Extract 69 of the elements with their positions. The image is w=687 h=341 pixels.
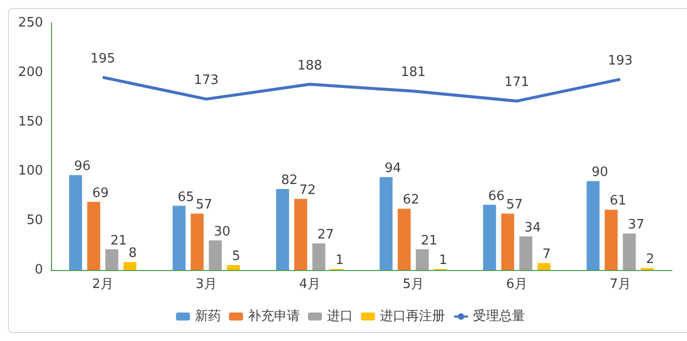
y-tick-label: 150 (18, 114, 43, 130)
bar (208, 240, 222, 270)
bar (276, 188, 290, 270)
y-tick-label: 0 (34, 262, 43, 278)
bar (519, 236, 532, 270)
data-label: 193 (608, 53, 633, 68)
x-tick-label: 4月 (299, 277, 320, 292)
bar (226, 265, 240, 270)
bar (398, 208, 411, 270)
data-label: 66 (488, 188, 505, 204)
bar (105, 249, 118, 270)
y-tick-label: 200 (18, 64, 43, 80)
data-label: 37 (628, 217, 644, 232)
legend-label: 补充申请 (248, 309, 300, 324)
x-tick-label: 3月 (196, 277, 217, 292)
x-tick-label: 2月 (92, 277, 114, 292)
bar (87, 202, 100, 270)
data-label: 96 (74, 159, 91, 174)
bar (483, 204, 496, 270)
bar (312, 243, 326, 270)
y-tick-label: 250 (18, 16, 43, 30)
data-label: 5 (232, 249, 240, 264)
data-label: 181 (400, 65, 426, 80)
bar (622, 233, 636, 270)
data-label: 27 (317, 227, 334, 242)
data-label: 21 (420, 233, 438, 248)
data-label: 61 (610, 194, 626, 209)
legend-label: 受理总量 (473, 309, 525, 324)
data-label: 94 (384, 161, 402, 176)
data-label: 69 (92, 186, 109, 201)
data-label: 72 (299, 182, 316, 198)
data-label: 57 (506, 198, 523, 213)
data-label: 188 (297, 58, 322, 74)
data-label: 2 (646, 252, 654, 268)
data-label: 30 (214, 224, 230, 240)
bar (586, 181, 600, 270)
data-label: 8 (128, 246, 137, 262)
data-label: 195 (90, 51, 116, 66)
x-tick-label: 6月 (506, 277, 528, 292)
bar (123, 262, 136, 270)
bar (69, 175, 82, 270)
x-tick-label: 7月 (610, 277, 631, 292)
bar (172, 206, 186, 270)
bar (501, 214, 514, 270)
bar (294, 198, 308, 270)
y-tick-label: 50 (26, 213, 43, 228)
bar (190, 214, 204, 270)
data-label: 173 (194, 73, 219, 88)
line-series (101, 76, 622, 103)
bar (416, 249, 429, 270)
data-label: 82 (281, 172, 298, 188)
data-label: 34 (524, 220, 541, 236)
bar (380, 177, 393, 270)
data-label: 1 (438, 253, 448, 268)
legend-label: 进口 (327, 309, 353, 324)
data-label: 1 (335, 253, 344, 268)
legend-label: 新药 (195, 309, 221, 324)
data-label: 65 (178, 190, 194, 205)
x-tick-label: 5月 (402, 277, 424, 292)
data-label: 7 (542, 247, 551, 262)
data-label: 57 (196, 198, 212, 213)
bar (604, 210, 618, 270)
data-label: 62 (402, 192, 420, 208)
data-label: 171 (504, 75, 530, 90)
data-label: 90 (592, 165, 608, 180)
data-label: 21 (110, 233, 127, 248)
legend-label: 进口再注册 (380, 309, 445, 324)
bar (537, 263, 550, 270)
y-tick-label: 100 (18, 164, 43, 179)
